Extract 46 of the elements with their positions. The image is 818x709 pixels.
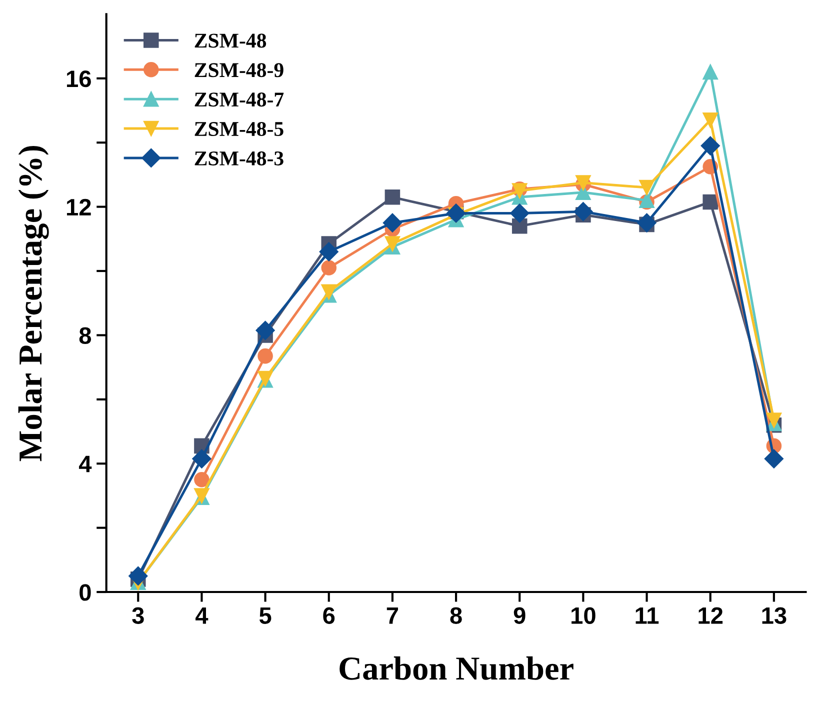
point: [764, 449, 784, 468]
point: [637, 213, 656, 232]
y-tick-label: 4: [78, 456, 92, 472]
x-tick-label: 10: [572, 607, 596, 624]
point: [258, 348, 273, 364]
point: [574, 202, 593, 222]
y-axis-title: Molar Percentage (%): [18, 146, 49, 462]
point: [510, 204, 530, 223]
point: [702, 64, 718, 80]
x-tick-label: 11: [636, 607, 659, 624]
x-tick-label: 7: [386, 607, 398, 624]
point: [382, 213, 402, 232]
point: [700, 136, 720, 156]
point: [766, 412, 782, 428]
point: [384, 236, 400, 252]
point: [702, 112, 718, 128]
y-tick-label: 8: [79, 327, 92, 344]
x-tick-label: 8: [450, 607, 462, 624]
y-tick-label: 12: [66, 198, 91, 216]
x-axis-title: Carbon Number: [340, 656, 574, 680]
point: [319, 242, 338, 262]
x-tick-label: 6: [323, 607, 335, 624]
point: [702, 194, 718, 210]
point: [194, 472, 210, 488]
y-tick-label: 0: [80, 584, 91, 601]
legend-label: ZSM-48-3: [194, 151, 284, 166]
point: [192, 449, 212, 468]
point: [512, 218, 528, 234]
point: [128, 566, 148, 586]
y-tick-label: 16: [66, 70, 91, 88]
point: [639, 180, 654, 196]
legend-label: ZSM-48-5: [194, 122, 284, 136]
point: [384, 190, 400, 205]
legend-label: ZSM-48: [194, 34, 266, 48]
legend-label: ZSM-48-9: [194, 63, 284, 78]
point: [321, 260, 337, 276]
x-tick-label: 9: [514, 607, 526, 624]
x-tick-label: 12: [698, 607, 723, 624]
x-tick-label: 3: [132, 607, 144, 624]
legend-label: ZSM-48-7: [194, 92, 284, 107]
x-tick-label: 5: [259, 607, 272, 624]
point: [321, 284, 337, 300]
x-tick-label: 4: [196, 607, 208, 624]
point: [256, 320, 275, 340]
point: [446, 204, 466, 223]
x-tick-label: 13: [762, 607, 786, 624]
